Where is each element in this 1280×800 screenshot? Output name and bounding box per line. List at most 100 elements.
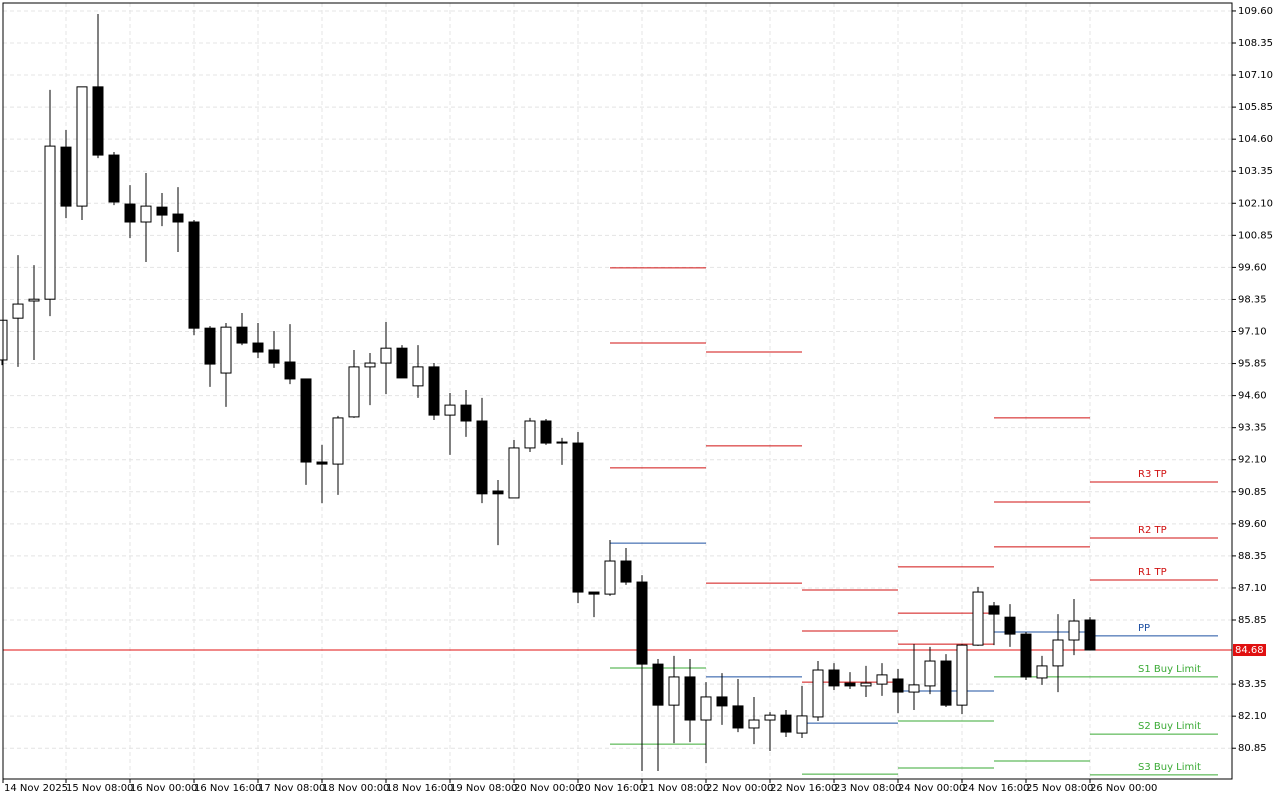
x-tick-label: 19 Nov 08:00 [450,783,517,794]
candle-body [1036,665,1048,679]
candle-body [1004,616,1016,635]
candle-body [716,696,728,707]
candle-body [972,591,984,646]
candle-body [828,669,840,687]
candle-body [332,417,344,465]
candle-body [316,461,328,465]
candle-body [172,213,184,223]
candle-body [476,420,488,495]
level-label: S3 Buy Limit [1138,762,1201,773]
x-tick-label: 22 Nov 16:00 [770,783,837,794]
candle-body [860,682,872,687]
candle-body [636,581,648,665]
y-tick-label: 83.35 [1238,679,1267,690]
candle-body [12,303,24,319]
axes: 109.60 108.35 107.10 105.85 104.60 103.35 102.… [2,6,1273,794]
y-tick-label: 89.60 [1238,519,1267,530]
candle-body [156,206,168,216]
candle-body [108,154,120,203]
candle-body [892,678,904,693]
level-label: R2 TP [1138,525,1167,536]
y-tick-label: 105.85 [1238,102,1273,113]
plot-frame [2,2,1233,780]
level-label: S1 Buy Limit [1138,664,1201,675]
candle-body [236,326,248,344]
level-label: S2 Buy Limit [1138,721,1201,732]
candle-body [540,420,552,444]
candle-body [812,669,824,718]
candle-body [396,347,408,379]
candle-body [284,361,296,380]
candle-body [764,714,776,721]
y-tick-label: 88.35 [1238,551,1267,562]
x-tick-label: 16 Nov 16:00 [194,783,261,794]
candle-body [1020,633,1032,678]
candle-body [700,696,712,721]
candle-body [844,682,856,687]
y-tick-label: 93.35 [1238,423,1267,434]
candle-body [492,490,504,495]
x-tick-label: 18 Nov 00:00 [322,783,389,794]
candle-body [940,660,952,706]
candle-body [956,644,968,706]
y-tick-label: 109.60 [1238,6,1273,17]
x-tick-label: 22 Nov 00:00 [706,783,773,794]
candle-body [876,674,888,685]
candle-body [364,362,376,368]
candle-body [124,203,136,223]
y-tick-label: 97.10 [1238,327,1267,338]
x-tick-label: 18 Nov 16:00 [386,783,453,794]
candle-body [524,420,536,449]
y-tick-label: 100.85 [1238,230,1273,241]
x-tick-label: 16 Nov 00:00 [130,783,197,794]
candle-body [348,366,360,418]
candle-body [796,715,808,734]
candle-body [428,366,440,416]
candle-body [780,714,792,733]
candle-body [620,560,632,583]
candle-body [1052,639,1064,667]
candle-body [556,441,568,444]
x-tick-label: 26 Nov 00:00 [1090,783,1157,794]
candle-body [652,663,664,706]
y-tick-label: 99.60 [1238,262,1267,273]
candle-body [988,605,1000,615]
candle-body [220,326,232,374]
candle-body [508,447,520,499]
y-tick-label: 85.85 [1238,615,1267,626]
y-tick-label: 102.10 [1238,198,1273,209]
candle-body [92,86,104,156]
y-tick-label: 90.85 [1238,487,1267,498]
candle-body [460,404,472,422]
current-price-box [1233,644,1266,657]
candle-body [924,660,936,687]
candle-body [44,145,56,300]
candle-body [588,591,600,595]
candle-body [684,676,696,721]
level-label: PP [1138,623,1150,634]
level-label: R1 TP [1138,567,1167,578]
grid [3,3,1232,779]
x-tick-label: 20 Nov 00:00 [514,783,581,794]
candle-body [140,205,152,223]
candle-body [748,719,760,729]
y-tick-label: 95.85 [1238,359,1267,370]
y-tick-label: 87.10 [1238,583,1267,594]
y-tick-label: 103.35 [1238,166,1273,177]
y-tick-label: 104.60 [1238,134,1273,145]
candle-body [76,86,88,207]
candle-body [300,378,312,463]
x-tick-label: 20 Nov 16:00 [578,783,645,794]
candle-body [204,327,216,365]
candle-body [380,347,392,364]
candle-body [1084,619,1096,651]
x-tick-label: 24 Nov 00:00 [898,783,965,794]
y-tick-label: 98.35 [1238,294,1267,305]
x-tick-label: 14 Nov 2025 [4,783,68,794]
candle-body [60,146,72,207]
candle-body [188,221,200,329]
x-tick-label: 21 Nov 08:00 [642,783,709,794]
candle-body [28,298,40,302]
